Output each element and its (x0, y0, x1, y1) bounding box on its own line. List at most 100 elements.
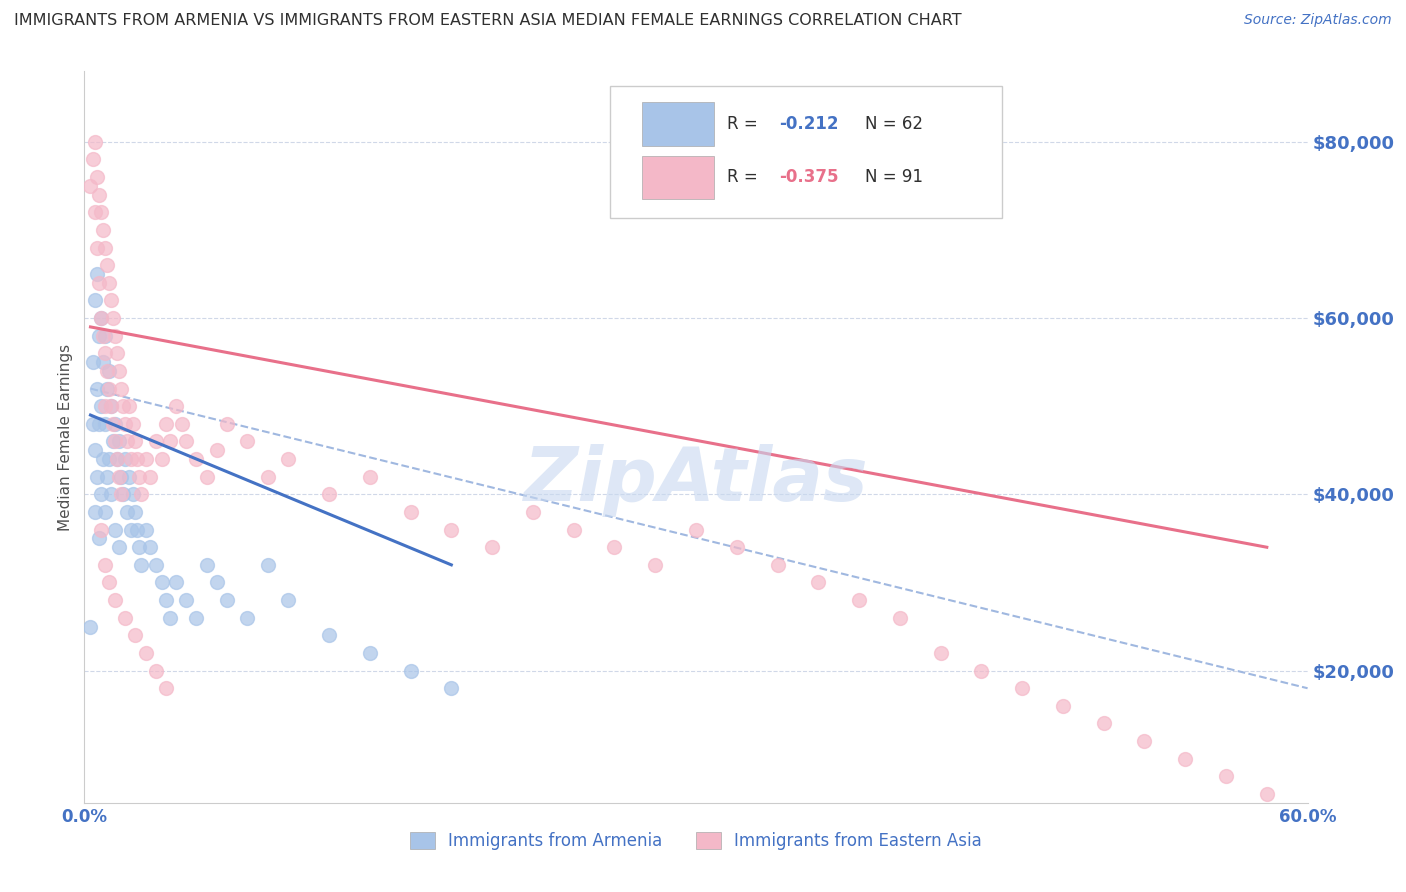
Point (889, 611, 911, 625)
Point (174, 593, 197, 607)
Point (97, 575, 120, 590)
Point (155, 417, 177, 431)
Text: -0.375: -0.375 (779, 169, 838, 186)
Point (91, 223, 114, 237)
Point (522, 505, 544, 519)
Point (104, 328, 127, 343)
Point (186, 611, 208, 625)
Point (90, 399, 112, 413)
Point (359, 469, 381, 483)
Point (101, 434, 124, 449)
Point (929, 646, 952, 660)
Y-axis label: Median Female Earnings: Median Female Earnings (58, 343, 73, 531)
Point (970, 664, 993, 678)
Point (1174, 752, 1197, 766)
Point (236, 611, 259, 625)
Point (131, 487, 153, 501)
Point (603, 540, 626, 554)
Point (87, 328, 110, 343)
Point (100, 399, 122, 413)
Point (101, 417, 124, 431)
Point (120, 523, 142, 537)
Point (91, 328, 114, 343)
Point (159, 611, 181, 625)
Point (86, 241, 108, 255)
Text: N = 91: N = 91 (865, 169, 922, 186)
Point (145, 558, 167, 572)
Point (96, 382, 118, 396)
Point (87, 187, 110, 202)
Point (359, 646, 381, 660)
Point (93, 399, 115, 413)
Point (195, 469, 218, 483)
Text: R =: R = (727, 115, 762, 133)
Point (1011, 681, 1033, 696)
Point (118, 399, 141, 413)
Point (131, 558, 153, 572)
Point (150, 575, 173, 590)
Point (807, 575, 830, 590)
Point (440, 523, 463, 537)
Point (93, 417, 115, 431)
Point (159, 434, 181, 449)
Point (97, 364, 120, 378)
Point (112, 487, 135, 501)
Point (82, 355, 104, 369)
Point (79, 619, 101, 633)
Point (108, 364, 131, 378)
FancyBboxPatch shape (643, 156, 714, 199)
Point (1256, 787, 1278, 801)
Point (165, 575, 187, 590)
Point (174, 434, 197, 449)
Point (108, 469, 131, 483)
Point (90, 205, 112, 219)
Point (97, 276, 120, 290)
Point (112, 399, 135, 413)
Point (90, 311, 112, 326)
FancyBboxPatch shape (643, 103, 714, 145)
Point (93, 241, 115, 255)
Point (318, 628, 340, 642)
Point (128, 540, 150, 554)
Point (135, 452, 157, 467)
Point (1092, 716, 1115, 731)
Point (399, 505, 422, 519)
Point (236, 434, 259, 449)
Point (217, 417, 239, 431)
Point (205, 575, 228, 590)
Point (1133, 734, 1156, 748)
Point (83, 205, 105, 219)
Point (87, 532, 110, 546)
Point (155, 593, 177, 607)
Point (115, 505, 138, 519)
FancyBboxPatch shape (610, 86, 1002, 218)
Point (122, 487, 145, 501)
Point (155, 681, 177, 696)
Point (186, 452, 208, 467)
Point (82, 417, 104, 431)
Point (100, 487, 122, 501)
Point (135, 646, 157, 660)
Point (100, 399, 122, 413)
Point (91, 355, 114, 369)
Point (118, 469, 141, 483)
Point (562, 523, 585, 537)
Point (97, 382, 120, 396)
Point (318, 487, 340, 501)
Point (91, 452, 114, 467)
Point (101, 311, 124, 326)
Point (127, 523, 149, 537)
Point (104, 523, 127, 537)
Point (145, 434, 167, 449)
Point (96, 469, 118, 483)
Point (145, 664, 167, 678)
Point (725, 540, 748, 554)
Point (105, 452, 128, 467)
Point (93, 558, 115, 572)
Point (96, 258, 118, 272)
Point (108, 540, 131, 554)
Point (114, 452, 136, 467)
Point (277, 593, 299, 607)
Point (104, 593, 127, 607)
Point (93, 505, 115, 519)
